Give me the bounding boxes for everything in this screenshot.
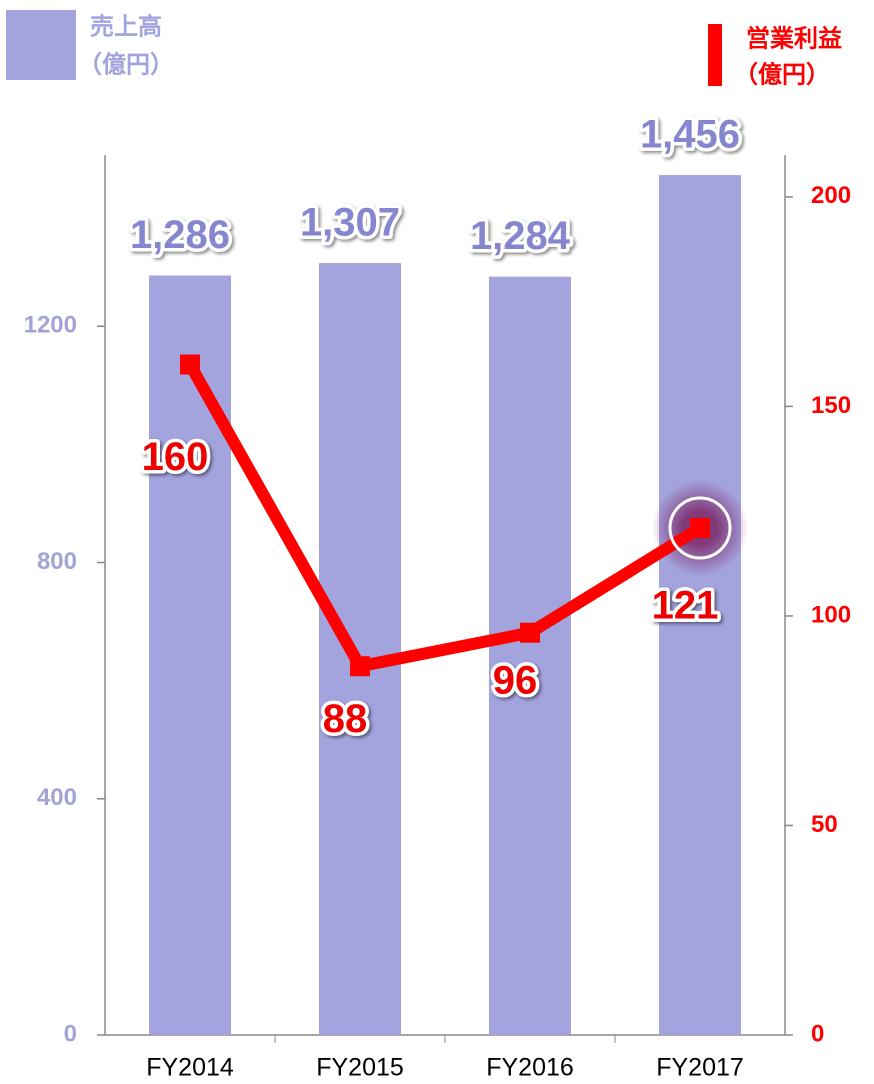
x-tick-label: FY2017: [656, 1054, 744, 1082]
line-point: [180, 354, 200, 375]
y2-tick-label: 150: [811, 392, 851, 419]
bar: [489, 276, 571, 1035]
line-value-label: 160: [142, 435, 209, 479]
legend-label: 売上高: [90, 12, 162, 40]
bar-value-label: 1,307: [300, 201, 400, 245]
line-value-label: 88: [323, 697, 368, 741]
line-value-label: 121: [652, 584, 719, 628]
y-tick-label: 800: [37, 548, 77, 575]
bar-value-label: 1,284: [470, 214, 571, 258]
x-tick-label: FY2016: [486, 1054, 574, 1082]
y2-tick-label: 0: [811, 1020, 824, 1047]
y2-tick-label: 100: [811, 601, 851, 628]
line-point: [690, 517, 710, 538]
legend-unit: （億円）: [78, 50, 174, 78]
bar: [319, 263, 401, 1035]
legend-swatch: [6, 10, 76, 80]
highlight-ring: [668, 496, 732, 560]
bar: [659, 175, 741, 1035]
y2-tick-label: 200: [811, 182, 851, 209]
line: [184, 361, 704, 673]
legend-unit: （億円）: [734, 60, 830, 88]
y-tick-label: 0: [64, 1020, 77, 1047]
bar-value-label: 1,286: [130, 213, 230, 257]
x-tick-label: FY2014: [146, 1054, 234, 1082]
y2-tick-label: 50: [811, 811, 838, 838]
x-tick-label: FY2015: [316, 1054, 404, 1082]
legend-label: 営業利益: [746, 24, 842, 52]
y-tick-label: 400: [37, 784, 77, 811]
y-tick-label: 1200: [24, 312, 77, 339]
bar: [149, 275, 231, 1035]
legend-swatch: [708, 24, 722, 86]
bar-value-label: 1,456: [640, 113, 740, 157]
line-point: [350, 656, 370, 677]
line-point: [520, 622, 540, 643]
line-value-label: 96: [493, 658, 538, 702]
